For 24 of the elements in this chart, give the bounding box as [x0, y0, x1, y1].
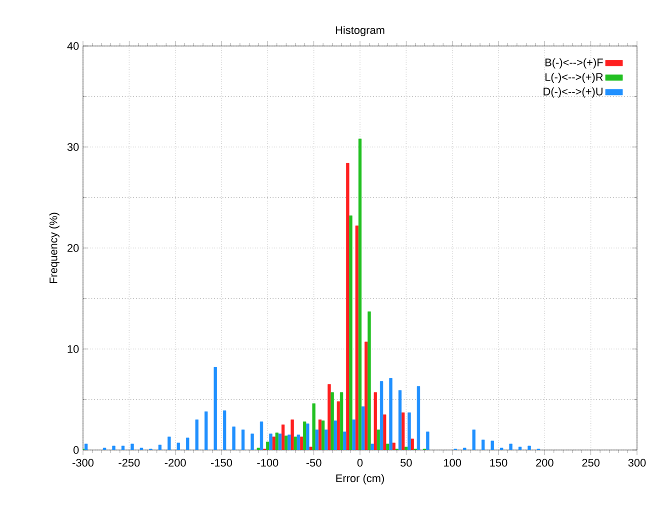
x-tick-label: -100: [257, 458, 278, 467]
x-tick-label: 200: [536, 458, 554, 467]
legend-label: D(-)<-->(+)U: [544, 87, 602, 98]
x-tick-label: 50: [400, 458, 412, 467]
y-tick-label: 10: [68, 345, 79, 353]
x-axis-title: Error (cm): [336, 474, 384, 484]
x-tick-label: 0: [357, 458, 363, 467]
y-tick-label: 30: [67, 143, 79, 151]
y-tick-label: 20: [68, 244, 79, 252]
legend-label: B(-)<-->(+)F: [545, 58, 603, 68]
y-tick-label: 40: [67, 42, 79, 50]
x-tick-label: -200: [164, 458, 186, 467]
x-tick-label: -250: [118, 458, 140, 467]
x-tick-label: 100: [444, 458, 462, 467]
y-tick-label: 0: [73, 446, 79, 454]
x-tick-label: -50: [306, 458, 322, 467]
legend-label: L(-)<-->(+)R: [545, 72, 603, 84]
x-tick-label: -150: [211, 458, 232, 467]
y-axis-title: Frequency (%): [49, 212, 60, 284]
chart-title: Histogram: [336, 26, 384, 36]
x-tick-label: -300: [72, 458, 94, 467]
x-tick-label: 150: [490, 458, 508, 467]
x-tick-label: 300: [628, 458, 646, 467]
x-tick-label: 250: [582, 458, 600, 467]
